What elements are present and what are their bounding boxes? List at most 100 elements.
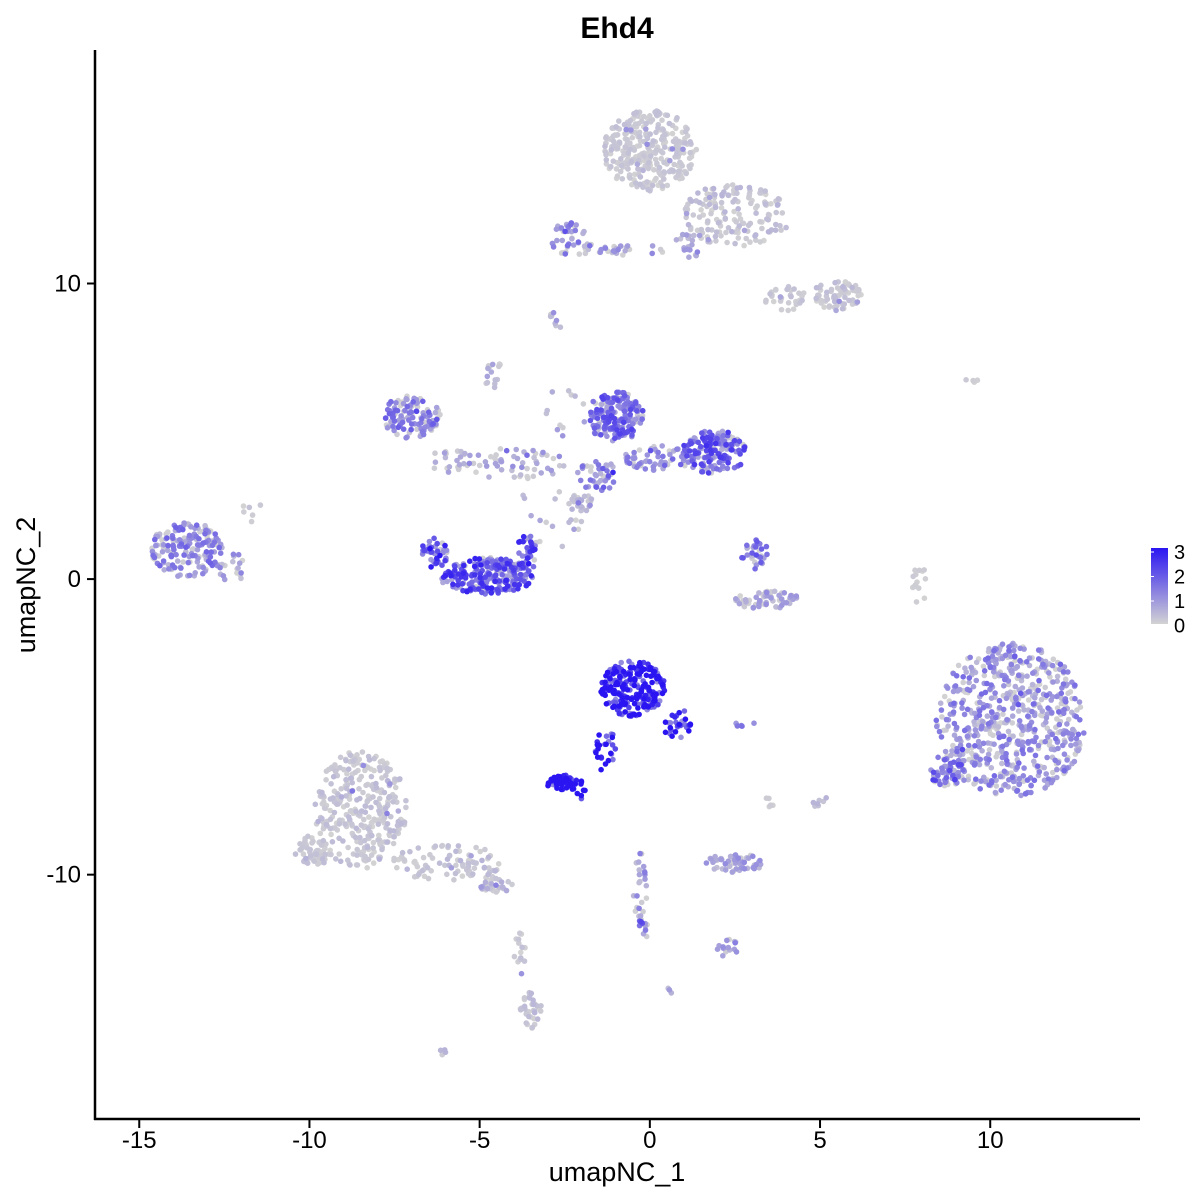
cell-point (363, 782, 369, 789)
cell-point (354, 752, 360, 758)
cell-point (384, 821, 391, 827)
cell-point (913, 599, 920, 605)
cell-point (736, 438, 743, 445)
cell-point (354, 852, 360, 858)
cell-point (319, 856, 326, 862)
cell-point (695, 439, 701, 446)
cell-point (747, 239, 753, 245)
cell-point (682, 448, 689, 454)
cell-point (1049, 731, 1055, 738)
cell-point (220, 573, 227, 579)
cell-point (1018, 723, 1024, 729)
cell-point (693, 146, 700, 153)
cell-point (581, 419, 588, 425)
cell-point (603, 462, 609, 468)
cell-point (655, 673, 661, 680)
cell-point (1009, 720, 1016, 726)
cell-point (737, 451, 743, 457)
cell-point (212, 531, 218, 537)
cell-point (976, 708, 983, 714)
cell-point (643, 120, 649, 127)
cell-point (1012, 653, 1018, 659)
cell-point (520, 533, 527, 540)
cell-point (1073, 735, 1080, 742)
cell-point (196, 536, 202, 542)
cell-point (727, 853, 734, 860)
cell-point (384, 839, 390, 845)
cell-point (682, 716, 689, 722)
cell-point (1049, 769, 1056, 776)
cell-point (757, 857, 763, 864)
cell-point (361, 816, 367, 823)
cell-point (1040, 661, 1046, 668)
cell-point (217, 550, 224, 556)
cell-point (581, 228, 587, 235)
cell-point (525, 560, 532, 567)
cell-point (1000, 711, 1006, 717)
cell-point (640, 683, 647, 689)
cell-point (484, 585, 491, 591)
cell-point (321, 805, 328, 811)
cell-point (636, 905, 642, 912)
cell-point (1061, 767, 1067, 774)
cell-point (689, 242, 695, 248)
cell-point (185, 559, 192, 566)
cell-point (687, 721, 694, 727)
cell-point (609, 742, 616, 748)
cell-point (1011, 647, 1017, 654)
cell-point (999, 743, 1006, 750)
cell-point (702, 186, 709, 192)
cell-point (550, 244, 557, 250)
cell-point (611, 420, 618, 426)
cell-point (961, 777, 967, 783)
cell-point (621, 430, 627, 436)
cell-point (635, 859, 642, 865)
cell-point (955, 662, 962, 669)
cell-point (732, 940, 738, 946)
cell-point (379, 846, 385, 853)
cell-point (979, 718, 986, 725)
cell-point (992, 690, 998, 696)
cell-point (305, 833, 311, 840)
cell-point (452, 870, 459, 877)
cell-point (638, 918, 644, 925)
cell-point (548, 776, 554, 783)
cell-point (343, 793, 349, 799)
cell-point (528, 512, 534, 519)
cell-point (722, 209, 728, 215)
x-tick-label: -5 (469, 1127, 490, 1154)
cell-point (939, 765, 945, 771)
cell-point (793, 593, 800, 599)
cell-point (988, 778, 995, 784)
cell-point (979, 748, 985, 754)
cell-point (649, 243, 656, 249)
cell-point (667, 451, 673, 458)
cell-point (980, 740, 987, 747)
cell-point (728, 447, 735, 453)
cell-point (659, 183, 666, 189)
cell-point (1049, 662, 1056, 669)
cell-point (1063, 699, 1069, 705)
cell-point (360, 762, 367, 769)
cell-point (1005, 728, 1012, 735)
cell-point (558, 786, 565, 793)
cell-point (568, 780, 574, 787)
cell-point (628, 127, 634, 133)
cell-point (354, 862, 361, 868)
cell-point (568, 220, 575, 226)
cell-point (712, 440, 719, 447)
cell-point (527, 533, 534, 540)
cell-point (1036, 769, 1043, 775)
cell-point (636, 447, 643, 453)
cell-point (772, 227, 779, 233)
cell-point (783, 224, 789, 231)
cell-point (349, 788, 356, 794)
cell-point (337, 764, 343, 771)
cell-point (362, 803, 369, 809)
cell-point (1035, 656, 1042, 662)
cell-point (424, 864, 431, 871)
cell-point (1035, 742, 1042, 749)
cell-point (741, 859, 748, 866)
cell-point (573, 517, 579, 523)
cell-point (365, 826, 372, 832)
